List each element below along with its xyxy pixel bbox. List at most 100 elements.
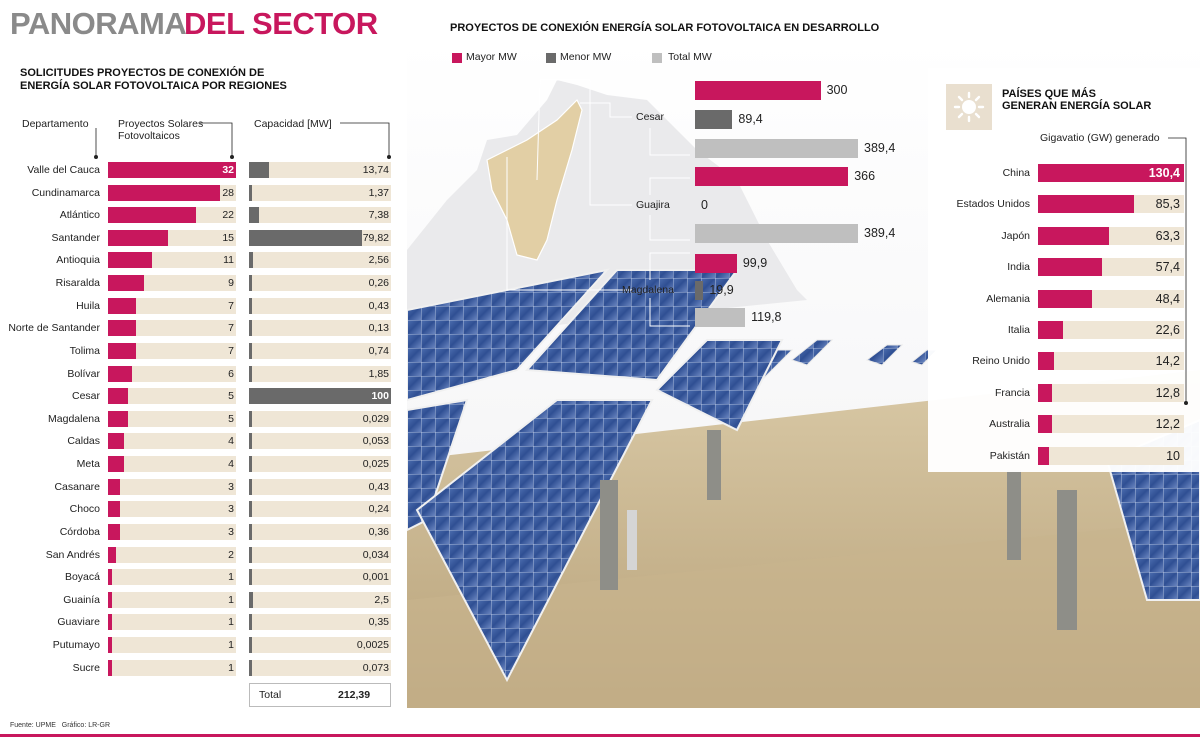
dev-bar-mayor (695, 81, 821, 100)
capacity-track (249, 546, 391, 563)
projects-bar (108, 456, 124, 473)
projects-bar (108, 523, 120, 540)
department-label: Cesar (71, 390, 100, 403)
capacity-track (249, 184, 391, 201)
countries-title-line2: GENERAN ENERGÍA SOLAR (1002, 100, 1152, 112)
projects-bar (108, 501, 120, 518)
capacity-track (249, 659, 391, 676)
bottom-accent-line (0, 734, 1200, 737)
capacity-value: 0,24 (368, 503, 389, 516)
projects-value: 2 (228, 548, 234, 561)
projects-value: 7 (228, 344, 234, 357)
projects-bar (108, 433, 124, 450)
capacity-value: 7,38 (368, 209, 389, 222)
country-label: Reino Unido (972, 355, 1030, 368)
projects-bar (108, 275, 144, 292)
capacity-bar (249, 591, 253, 608)
projects-bar (108, 320, 136, 337)
projects-track (108, 591, 236, 608)
col-header-department: Departamento (22, 118, 89, 130)
country-value: 57,4 (1155, 260, 1180, 275)
projects-track (108, 523, 236, 540)
country-value: 22,6 (1155, 323, 1180, 337)
country-track (1038, 446, 1184, 465)
capacity-bar (249, 388, 391, 405)
dev-bar-total (695, 308, 746, 327)
dev-bar-mayor (695, 167, 849, 186)
country-bar (1038, 258, 1103, 277)
capacity-track (249, 478, 391, 495)
capacity-bar (249, 229, 363, 246)
dev-label-magdalena: Magdalena (622, 284, 674, 296)
country-label: Australia (989, 418, 1030, 431)
country-label: China (1002, 167, 1030, 179)
country-label: Estados Unidos (956, 198, 1030, 211)
capacity-bar (249, 501, 252, 518)
dev-label-guajira: Guajira (636, 199, 670, 211)
dev-value-total: 389,4 (864, 141, 896, 155)
country-label: India (1007, 261, 1030, 274)
country-bar (1038, 195, 1134, 214)
country-label: Italia (1007, 324, 1030, 336)
department-label: Choco (69, 503, 100, 516)
country-value: 48,4 (1155, 291, 1180, 306)
projects-track (108, 365, 236, 382)
projects-value: 28 (222, 186, 234, 199)
dev-bar-mayor (695, 254, 737, 273)
dev-value-menor: 0 (701, 197, 708, 212)
projects-track (108, 320, 236, 337)
department-label: Cundinamarca (31, 186, 100, 199)
projects-bar (108, 388, 128, 405)
projects-value: 11 (223, 254, 234, 267)
projects-bar (108, 297, 136, 314)
capacity-bar (249, 207, 260, 224)
department-label: Caldas (67, 435, 100, 448)
dev-bar-total (695, 224, 858, 243)
projects-bar (108, 478, 120, 495)
department-label: Atlántico (59, 209, 100, 222)
legend-total-label: Total MW (668, 51, 712, 63)
projects-track (108, 501, 236, 518)
footer: Fuente: UPME Gráfico: LR-GR (10, 722, 110, 729)
projects-bar (108, 229, 168, 246)
department-label: Meta (76, 458, 100, 471)
legend-total-swatch (652, 53, 662, 63)
capacity-leader (340, 122, 390, 156)
capacity-value: 0,43 (368, 480, 389, 493)
capacity-track (249, 275, 391, 292)
country-track (1038, 415, 1184, 434)
capacity-value: 0,034 (362, 548, 389, 561)
projects-bar (108, 184, 220, 201)
capacity-track (249, 569, 391, 586)
dev-value-mayor: 300 (826, 83, 848, 97)
projects-bar (108, 569, 112, 586)
department-label: Valle del Cauca (27, 164, 100, 176)
department-label: Risaralda (55, 277, 100, 290)
col-header-capacity: Capacidad [MW] (254, 118, 332, 130)
country-bar (1038, 164, 1184, 182)
countries-title-line1: PAÍSES QUE MÁS (1002, 88, 1096, 100)
capacity-value: 13,74 (362, 164, 389, 176)
col-header-projects-line2: Fotovoltaicos (118, 130, 180, 142)
countries-subtitle: Gigavatio (GW) generado (1040, 132, 1160, 144)
capacity-track (249, 614, 391, 631)
capacity-bar (249, 162, 269, 178)
capacity-value: 0,43 (368, 299, 389, 312)
country-value: 12,2 (1155, 417, 1180, 432)
projects-track (108, 456, 236, 473)
country-bar (1038, 226, 1109, 245)
projects-track (108, 569, 236, 586)
capacity-track (249, 410, 391, 427)
country-value: 130,4 (1148, 166, 1180, 180)
country-bar (1038, 352, 1054, 371)
capacity-track (249, 297, 391, 314)
projects-value: 3 (228, 525, 234, 538)
projects-track (108, 637, 236, 654)
capacity-value: 0,74 (368, 344, 389, 357)
dev-value-mayor: 99,9 (742, 256, 768, 270)
dev-label-cesar: Cesar (636, 111, 665, 123)
capacity-track (249, 456, 391, 473)
department-label: Santander (51, 231, 100, 244)
capacity-value: 2,56 (368, 254, 389, 267)
